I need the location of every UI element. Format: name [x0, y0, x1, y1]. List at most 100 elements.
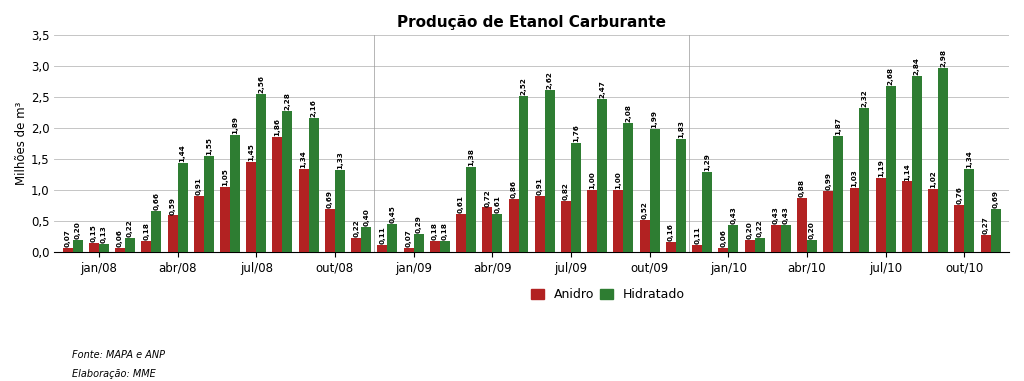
- Bar: [981, 235, 990, 252]
- Bar: [938, 67, 948, 252]
- Bar: [755, 239, 765, 252]
- Bar: [561, 201, 571, 252]
- Bar: [204, 156, 214, 252]
- Text: 0,61: 0,61: [495, 195, 501, 213]
- Bar: [325, 209, 335, 252]
- Bar: [797, 197, 807, 252]
- Text: 0,43: 0,43: [730, 207, 736, 224]
- Text: 0,15: 0,15: [91, 224, 97, 242]
- Text: 0,06: 0,06: [117, 229, 123, 247]
- Bar: [482, 207, 493, 252]
- Text: 0,06: 0,06: [720, 229, 726, 247]
- Text: 2,62: 2,62: [547, 71, 553, 89]
- Text: 1,55: 1,55: [206, 137, 212, 155]
- Bar: [666, 242, 676, 252]
- Text: 0,52: 0,52: [642, 201, 647, 219]
- Text: 1,34: 1,34: [301, 150, 307, 168]
- Bar: [886, 86, 896, 252]
- Text: 1,83: 1,83: [678, 120, 684, 138]
- Bar: [807, 240, 817, 252]
- Text: 0,07: 0,07: [65, 229, 71, 247]
- Bar: [954, 205, 965, 252]
- Title: Produção de Etanol Carburante: Produção de Etanol Carburante: [397, 15, 667, 30]
- Bar: [361, 227, 371, 252]
- Text: 2,52: 2,52: [520, 77, 526, 95]
- Text: 1,05: 1,05: [222, 168, 228, 186]
- Bar: [456, 214, 466, 252]
- Bar: [299, 169, 308, 252]
- Text: 0,40: 0,40: [364, 208, 369, 226]
- Bar: [545, 90, 555, 252]
- Text: 0,61: 0,61: [458, 195, 464, 213]
- Bar: [912, 76, 922, 252]
- Text: 1,00: 1,00: [589, 171, 595, 189]
- Bar: [902, 181, 912, 252]
- Text: 1,33: 1,33: [337, 151, 343, 169]
- Text: 2,68: 2,68: [888, 67, 894, 85]
- Text: 1,44: 1,44: [179, 144, 185, 162]
- Bar: [587, 190, 597, 252]
- Bar: [744, 240, 755, 252]
- Bar: [246, 162, 256, 252]
- Bar: [89, 243, 99, 252]
- Bar: [272, 137, 283, 252]
- Text: 1,34: 1,34: [967, 150, 973, 168]
- Text: 1,00: 1,00: [615, 171, 622, 189]
- Bar: [850, 188, 859, 252]
- Text: 0,82: 0,82: [563, 182, 569, 200]
- Text: 0,45: 0,45: [389, 205, 395, 223]
- Text: 1,89: 1,89: [232, 116, 238, 134]
- Text: 0,91: 0,91: [537, 177, 543, 195]
- Bar: [378, 245, 387, 252]
- Text: 0,88: 0,88: [799, 179, 805, 197]
- Text: 0,69: 0,69: [327, 190, 333, 208]
- Text: 0,22: 0,22: [757, 220, 763, 237]
- Bar: [256, 93, 266, 252]
- Text: 0,69: 0,69: [992, 190, 998, 208]
- Bar: [509, 199, 518, 252]
- Text: 0,72: 0,72: [484, 189, 490, 207]
- Text: 0,20: 0,20: [809, 221, 815, 239]
- Bar: [597, 99, 607, 252]
- Text: 0,20: 0,20: [746, 221, 753, 239]
- Bar: [230, 135, 240, 252]
- Bar: [624, 123, 634, 252]
- Text: 1,87: 1,87: [836, 117, 842, 135]
- Text: 2,56: 2,56: [258, 75, 264, 93]
- Text: 0,07: 0,07: [406, 229, 412, 247]
- Bar: [308, 118, 318, 252]
- Bar: [141, 241, 152, 252]
- Text: 0,11: 0,11: [694, 227, 700, 244]
- Bar: [440, 241, 450, 252]
- Text: 0,18: 0,18: [432, 222, 438, 240]
- Bar: [649, 129, 659, 252]
- Bar: [518, 96, 528, 252]
- Text: 2,28: 2,28: [285, 92, 291, 110]
- Text: 2,16: 2,16: [310, 99, 316, 117]
- Text: 0,22: 0,22: [353, 220, 359, 237]
- Text: 2,98: 2,98: [940, 49, 946, 67]
- Bar: [168, 216, 177, 252]
- Text: 0,66: 0,66: [154, 192, 160, 210]
- Bar: [571, 143, 581, 252]
- Text: 0,27: 0,27: [983, 217, 988, 234]
- Text: 1,45: 1,45: [248, 143, 254, 161]
- Bar: [177, 163, 187, 252]
- Text: 1,99: 1,99: [651, 110, 657, 128]
- Text: 0,11: 0,11: [379, 227, 385, 244]
- Bar: [876, 178, 886, 252]
- Bar: [834, 136, 843, 252]
- Bar: [283, 111, 293, 252]
- Y-axis label: Milhões de m³: Milhões de m³: [15, 102, 28, 186]
- Bar: [965, 169, 975, 252]
- Bar: [414, 234, 424, 252]
- Text: 1,02: 1,02: [930, 170, 936, 188]
- Bar: [771, 226, 781, 252]
- Text: 0,13: 0,13: [100, 225, 106, 243]
- Bar: [928, 189, 938, 252]
- Text: 0,43: 0,43: [773, 207, 779, 224]
- Bar: [719, 248, 728, 252]
- Bar: [403, 248, 414, 252]
- Bar: [781, 226, 791, 252]
- Bar: [466, 166, 476, 252]
